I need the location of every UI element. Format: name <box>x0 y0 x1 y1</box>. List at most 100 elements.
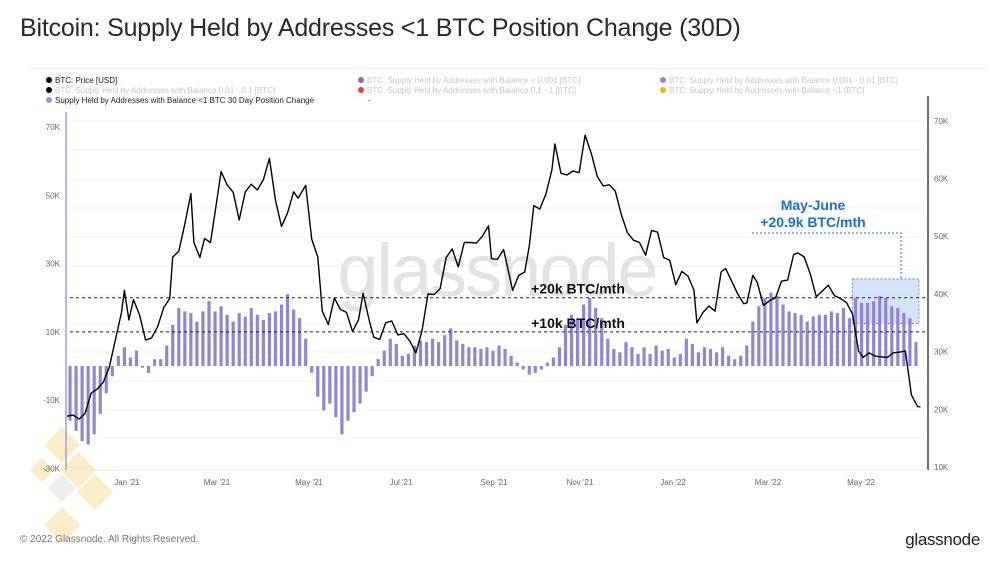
x-axis-tick-label: May '21 <box>295 478 323 487</box>
reference-line-label: +10k BTC/mth <box>531 315 625 331</box>
bar <box>642 347 646 366</box>
legend-item-position-change[interactable]: Supply Held by Addresses with Balance <1… <box>46 96 314 106</box>
legend-item-lt1[interactable]: BTC: Supply Held by Addresses with Balan… <box>660 86 864 96</box>
bar <box>358 366 362 404</box>
reference-lines <box>70 297 925 333</box>
bar <box>243 316 247 366</box>
bar <box>618 352 622 366</box>
bar <box>491 350 495 366</box>
legend-item-dash[interactable]: - <box>368 96 371 106</box>
bar <box>334 366 338 418</box>
bar <box>116 355 120 366</box>
bar <box>872 301 876 366</box>
bar <box>841 307 846 366</box>
bar <box>908 318 912 366</box>
bar <box>624 342 628 366</box>
bar <box>678 354 682 366</box>
bar <box>328 366 332 404</box>
bar <box>594 307 598 366</box>
bar <box>461 343 465 366</box>
bar <box>412 345 417 366</box>
bar <box>304 338 308 366</box>
bar <box>310 366 314 373</box>
bar <box>273 311 278 366</box>
right-axis-tick-label: 60K <box>934 175 949 184</box>
bar <box>485 347 489 366</box>
bar <box>255 314 259 366</box>
bar <box>714 352 719 366</box>
legend-item-01-1[interactable]: BTC: Supply Held by Addresses with Balan… <box>358 86 576 96</box>
legend-label: BTC: Price [USD] <box>55 76 118 85</box>
bar <box>503 348 507 366</box>
bar <box>866 302 870 366</box>
bar <box>322 366 326 411</box>
bar <box>449 328 453 366</box>
bar <box>781 304 785 366</box>
bar <box>545 362 549 366</box>
bar <box>847 318 852 366</box>
legend-label: BTC: Supply Held by Addresses with Balan… <box>55 86 276 95</box>
legend-label: Supply Held by Addresses with Balance <1… <box>55 96 315 105</box>
legend-dot <box>358 77 364 83</box>
diamond-shape <box>48 474 76 502</box>
bar <box>751 321 755 366</box>
bar <box>708 348 713 366</box>
bar <box>225 314 229 366</box>
x-axis-tick-label: Jan '22 <box>660 478 686 487</box>
legend-item-001-01[interactable]: BTC: Supply Held by Addresses with Balan… <box>46 86 275 96</box>
bar <box>557 347 562 366</box>
bar <box>231 321 235 366</box>
bar <box>104 366 108 394</box>
legend-item-0001-001[interactable]: BTC: Supply Held by Addresses with Balan… <box>660 76 898 86</box>
bar <box>521 366 525 370</box>
bar <box>285 294 290 366</box>
bar <box>316 366 320 397</box>
bar <box>92 366 96 435</box>
bar <box>829 311 833 366</box>
bar-series <box>68 292 918 445</box>
bar <box>213 311 217 366</box>
bar <box>600 318 604 366</box>
bar <box>702 347 707 366</box>
bar <box>153 359 157 366</box>
bar <box>745 345 749 366</box>
bar <box>497 345 501 366</box>
right-axis-tick-label: 70K <box>934 117 949 126</box>
axes: 70K 50K 30K 10K -10K -30K 70K 60K 50K 40K 30K 20K 10… <box>43 96 949 487</box>
grid-lines <box>70 120 925 468</box>
left-axis-tick-label: -10K <box>43 396 61 405</box>
bar <box>291 309 296 366</box>
bar <box>424 342 429 366</box>
bar <box>382 350 386 366</box>
legend-dot <box>46 87 52 93</box>
bar <box>346 366 350 421</box>
bar <box>636 354 640 366</box>
bar <box>219 306 223 366</box>
left-axis-tick-label: 50K <box>46 191 61 200</box>
bar <box>406 354 410 366</box>
bar <box>237 313 241 366</box>
bar <box>207 301 211 366</box>
copyright: © 2022 Glassnode. All Rights Reserved. <box>20 534 199 545</box>
bar <box>569 314 574 366</box>
bar <box>437 342 441 366</box>
watermark: glassnode <box>337 229 656 312</box>
bar <box>146 366 151 373</box>
bar <box>340 366 344 435</box>
bar <box>588 297 592 366</box>
right-axis-tick-label: 10K <box>934 463 949 472</box>
bar <box>189 313 193 366</box>
legend-item-lt0001[interactable]: BTC: Supply Held by Addresses with Balan… <box>358 76 580 86</box>
bar <box>376 359 380 366</box>
bar <box>739 355 743 366</box>
bar <box>249 307 253 366</box>
right-axis-tick-label: 50K <box>934 232 949 241</box>
chart-title: Bitcoin: Supply Held by Addresses <1 BTC… <box>20 14 741 42</box>
legend-item-price[interactable]: BTC: Price [USD] <box>46 76 117 86</box>
bar <box>533 366 537 373</box>
right-axis-tick-label: 20K <box>934 405 949 414</box>
bar <box>878 295 882 366</box>
bar <box>799 314 803 366</box>
legend-label: BTC: Supply Held by Addresses with Balan… <box>367 86 576 95</box>
bar <box>298 318 302 366</box>
